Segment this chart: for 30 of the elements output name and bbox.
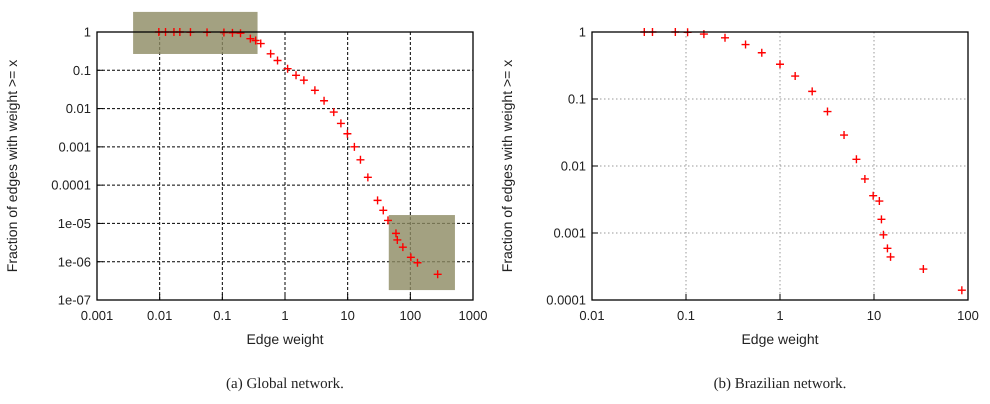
y-tick-label: 1e-07 <box>58 292 91 308</box>
y-tick-label: 1 <box>84 24 91 40</box>
y-tick-label: 0.0001 <box>51 178 91 193</box>
y-tick-label: 0.0001 <box>546 292 586 308</box>
x-tick-label: 100 <box>957 308 979 323</box>
y-tick-label: 0.001 <box>58 139 91 154</box>
x-tick-label: 1000 <box>458 308 488 323</box>
x-axis-title: Edge weight <box>246 331 324 347</box>
x-tick-label: 0.1 <box>676 308 696 323</box>
y-tick-label: 0.01 <box>66 101 91 116</box>
x-tick-label: 10 <box>866 308 882 323</box>
x-axis-title: Edge weight <box>741 331 819 347</box>
x-tick-label: 0.01 <box>579 308 605 323</box>
x-tick-label: 100 <box>399 308 422 323</box>
x-tick-label: 1 <box>776 308 784 323</box>
x-tick-label: 0.1 <box>213 308 232 323</box>
text: (b) Brazilian network. <box>714 376 846 392</box>
x-tick-label: 1 <box>281 308 289 323</box>
y-tick-label: 0.1 <box>568 92 586 107</box>
y-tick-label: 1e-05 <box>58 216 91 231</box>
y-tick-label: 0.01 <box>560 158 586 174</box>
y-tick-label: 0.001 <box>553 226 586 241</box>
y-tick-label: 1e-06 <box>58 254 91 270</box>
x-tick-label: 10 <box>340 308 355 323</box>
y-axis-title: Fraction of edges with weight >= x <box>499 60 515 272</box>
y-tick-label: 0.1 <box>72 62 91 78</box>
y-axis-title: Fraction of edges with weight >= x <box>4 60 20 272</box>
y-tick-label: 1 <box>578 24 586 40</box>
text: (a) Global network. <box>226 376 344 392</box>
x-tick-label: 0.01 <box>147 308 172 323</box>
